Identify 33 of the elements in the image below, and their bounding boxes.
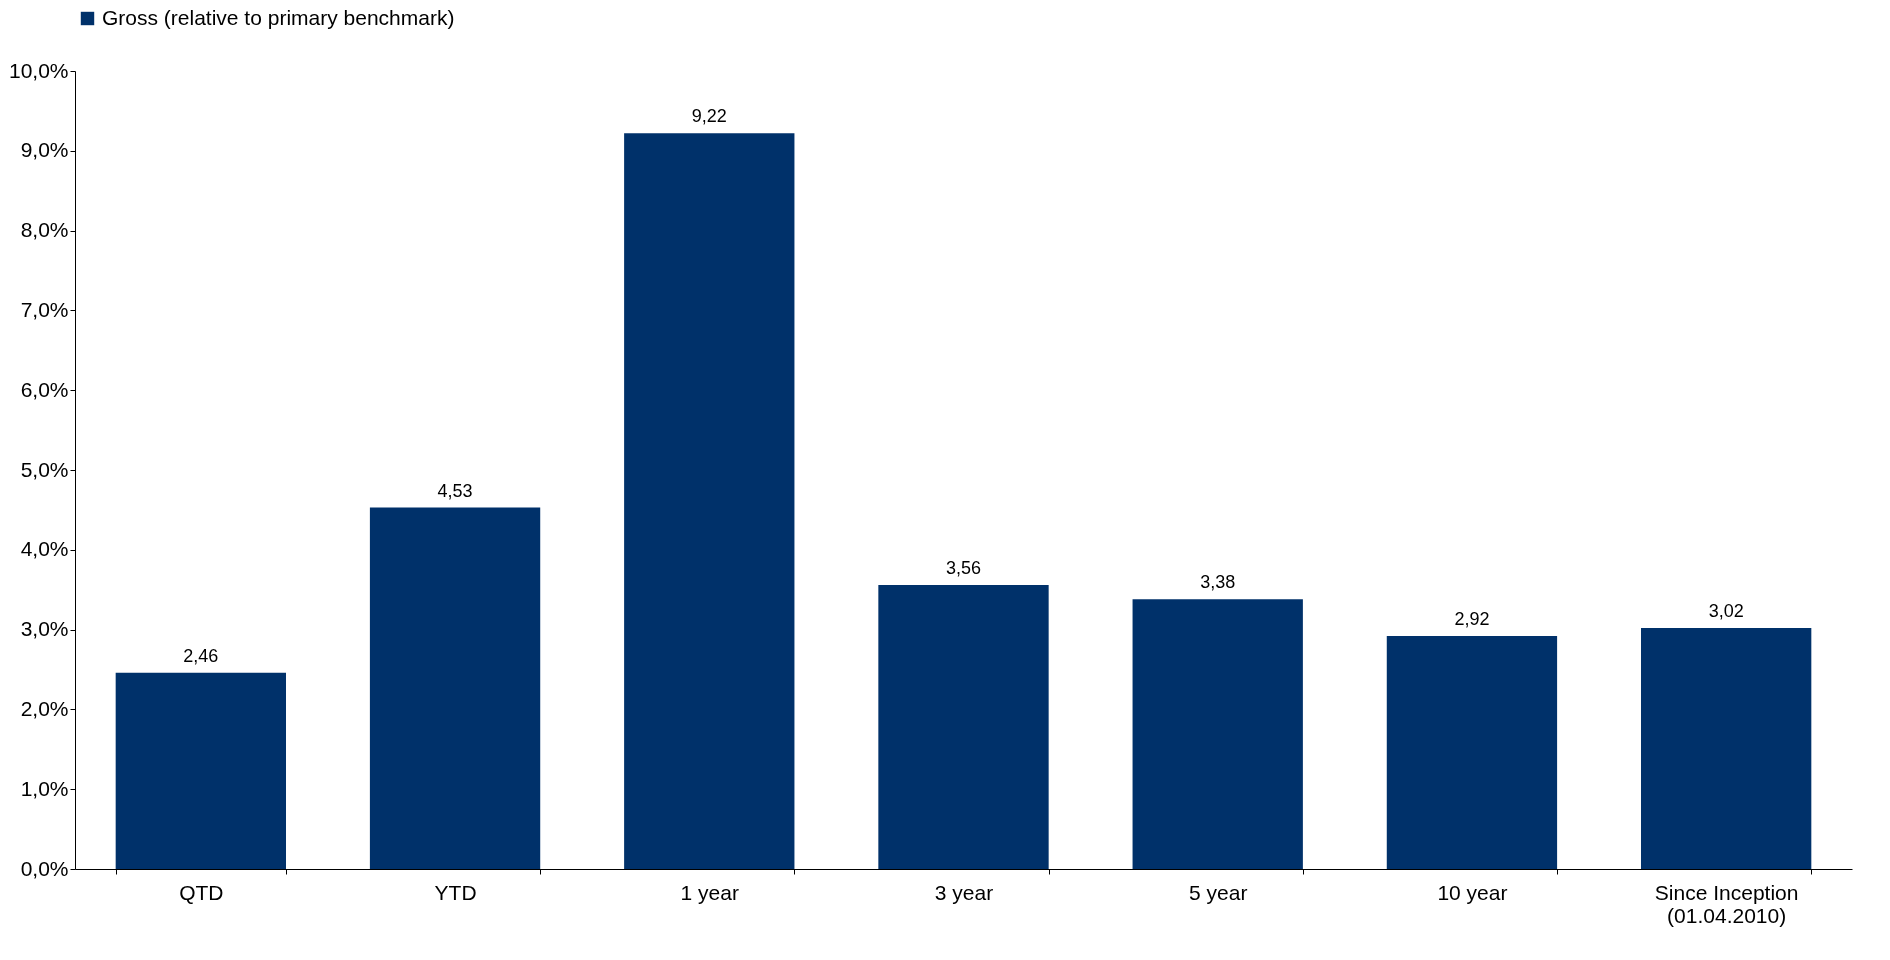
- y-tick-label: 2,0%: [20, 696, 69, 720]
- x-tick-label: QTD: [179, 880, 224, 904]
- legend-label: Gross (relative to primary benchmark): [102, 5, 455, 29]
- x-tick-label: 5 year: [1189, 880, 1248, 904]
- bar: [115, 672, 286, 869]
- data-label: 4,53: [437, 480, 473, 501]
- x-tick-label: Since Inception (01.04.2010): [1654, 880, 1799, 927]
- bar: [624, 133, 795, 869]
- bar: [369, 507, 541, 869]
- y-tick-label: 7,0%: [20, 297, 69, 321]
- data-label: 3,38: [1200, 572, 1236, 593]
- bar: [1641, 628, 1812, 869]
- data-label: 2,46: [183, 645, 219, 666]
- data-label: 9,22: [691, 106, 727, 127]
- y-tick-label: 4,0%: [20, 537, 69, 561]
- y-tick-label: 1,0%: [20, 776, 69, 800]
- y-tick-label: 8,0%: [20, 218, 69, 242]
- y-tick-label: 9,0%: [20, 138, 69, 162]
- x-tick-label: 1 year: [680, 880, 739, 904]
- bar: [1386, 635, 1558, 869]
- x-tick-label: 10 year: [1437, 880, 1508, 904]
- bar: [878, 584, 1049, 869]
- y-tick-label: 5,0%: [20, 457, 69, 481]
- y-tick-label: 6,0%: [20, 377, 69, 401]
- x-tick-label: YTD: [434, 880, 477, 904]
- data-label: 3,56: [945, 557, 982, 578]
- data-label: 2,92: [1454, 608, 1490, 629]
- bar: [1132, 599, 1303, 869]
- y-tick-label: 10,0%: [8, 58, 69, 82]
- y-tick-label: 3,0%: [20, 617, 69, 641]
- x-tick-label: 3 year: [934, 880, 994, 904]
- y-tick-label: 0,0%: [20, 856, 69, 880]
- data-label: 3,02: [1708, 601, 1744, 621]
